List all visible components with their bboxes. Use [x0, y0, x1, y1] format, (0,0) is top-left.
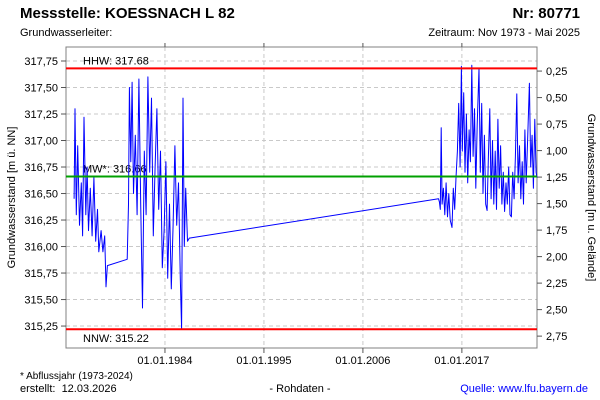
x-axis-tick-label: 01.01.1984 [137, 355, 192, 367]
source-link[interactable]: www.lfu.bayern.de [498, 383, 588, 395]
y-axis-tick-label-right: 2,00 [546, 252, 567, 264]
source-line: Quelle: www.lfu.bayern.de [460, 383, 588, 395]
y-axis-tick-label-right: 1,75 [546, 225, 567, 237]
header-row: Messstelle: KOESSNACH L 82 Nr: 80771 [20, 5, 580, 22]
subheader-row: Grundwasserleiter: Zeitraum: Nov 1973 - … [20, 27, 580, 39]
source-label: Quelle: [460, 383, 499, 395]
y-axis-tick-label-left: 315,75 [24, 268, 58, 280]
y-axis-tick-label-left: 316,75 [24, 162, 58, 174]
reference-line-label-nnw: NNW: 315.22 [83, 333, 149, 345]
created-date: erstellt: 12.03.2026 [20, 383, 117, 395]
x-axis-tick-label: 01.01.1995 [236, 355, 291, 367]
y-axis-tick-label-left: 317,00 [24, 136, 58, 148]
y-axis-tick-label-left: 316,25 [24, 215, 58, 227]
y-axis-tick-label-left: 315,50 [24, 295, 58, 307]
x-axis-tick-label: 01.01.2006 [335, 355, 390, 367]
y-axis-tick-label-left: 316,50 [24, 189, 58, 201]
y-axis-tick-label-right: 2,50 [546, 305, 567, 317]
period-label: Zeitraum: Nov 1973 - Mai 2025 [428, 27, 580, 39]
y-axis-tick-label-left: 317,50 [24, 83, 58, 95]
y-axis-tick-label-right: 1,25 [546, 172, 567, 184]
y-axis-tick-label-left: 317,75 [24, 56, 58, 68]
y-axis-tick-label-right: 2,75 [546, 331, 567, 343]
page-title: Messstelle: KOESSNACH L 82 [20, 5, 235, 22]
y-axis-tick-label-right: 0,75 [546, 119, 567, 131]
plot-border [65, 46, 538, 349]
reference-line-label-mw: MW*: 316.66 [83, 164, 147, 176]
y-axis-title-right: Grundwasserstand [m u. Gelände] [585, 114, 597, 282]
y-axis-tick-label-right: 1,00 [546, 146, 567, 158]
y-axis-tick-label-right: 1,50 [546, 199, 567, 211]
station-number: Nr: 80771 [512, 5, 580, 22]
x-axis-tick-label: 01.01.2017 [434, 355, 489, 367]
y-axis-tick-label-left: 315,25 [24, 321, 58, 333]
y-axis-tick-label-right: 0,25 [546, 66, 567, 78]
y-axis-tick-label-right: 0,50 [546, 93, 567, 105]
footnote-abflussjahr: * Abflussjahr (1973-2024) [20, 371, 133, 382]
reference-line-label-hhw: HHW: 317.68 [83, 55, 149, 67]
y-axis-title-left: Grundwasserstand [m ü. NN] [6, 127, 18, 269]
y-axis-tick-label-left: 317,25 [24, 109, 58, 121]
y-axis-tick-label-right: 2,25 [546, 278, 567, 290]
data-type-label: - Rohdaten - [269, 383, 331, 395]
aquifer-label: Grundwasserleiter: [20, 27, 113, 39]
data-series-groundwater [73, 64, 538, 330]
y-axis-tick-label-left: 316,00 [24, 242, 58, 254]
